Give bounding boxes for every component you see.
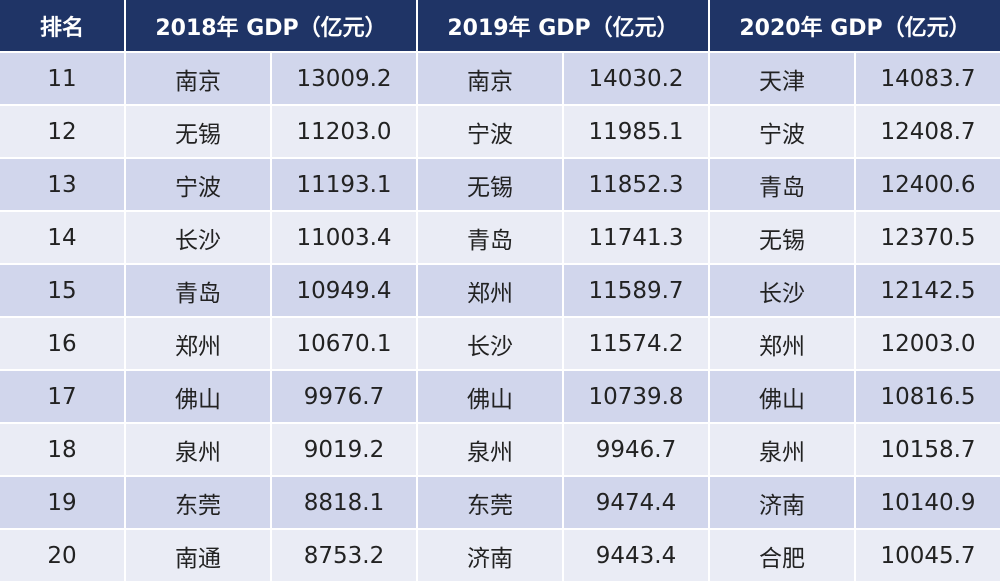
gdp-2018-cell: 13009.2 [271,52,418,106]
city-2020-cell: 郑州 [709,317,856,371]
gdp-2020-cell: 12003.0 [855,317,1000,371]
city-2018-cell: 长沙 [125,211,272,265]
header-rank: 排名 [0,0,126,53]
city-2018-cell: 青岛 [125,264,272,318]
rank-cell: 11 [0,52,126,106]
city-2018-cell: 南京 [125,52,272,106]
city-2020-cell: 天津 [709,52,856,106]
gdp-2019-cell: 11985.1 [563,105,710,159]
gdp-2020-cell: 12408.7 [855,105,1000,159]
table-row: 12 无锡 11203.0 宁波 11985.1 宁波 12408.7 [0,105,1000,159]
gdp-2020-cell: 12142.5 [855,264,1000,318]
city-2019-cell: 无锡 [417,158,564,212]
rank-cell: 15 [0,264,126,318]
table-row: 16 郑州 10670.1 长沙 11574.2 郑州 12003.0 [0,317,1000,371]
rank-cell: 17 [0,370,126,424]
city-2019-cell: 东莞 [417,476,564,530]
gdp-2019-cell: 11852.3 [563,158,710,212]
gdp-2019-cell: 9946.7 [563,423,710,477]
city-2020-cell: 无锡 [709,211,856,265]
city-2019-cell: 佛山 [417,370,564,424]
gdp-2018-cell: 9976.7 [271,370,418,424]
rank-cell: 18 [0,423,126,477]
gdp-2020-cell: 10816.5 [855,370,1000,424]
city-2019-cell: 郑州 [417,264,564,318]
gdp-2018-cell: 9019.2 [271,423,418,477]
gdp-2020-cell: 14083.7 [855,52,1000,106]
gdp-2020-cell: 10140.9 [855,476,1000,530]
table-row: 14 长沙 11003.4 青岛 11741.3 无锡 12370.5 [0,211,1000,265]
city-2018-cell: 郑州 [125,317,272,371]
gdp-2019-cell: 11589.7 [563,264,710,318]
gdp-2018-cell: 8818.1 [271,476,418,530]
city-2019-cell: 宁波 [417,105,564,159]
city-2018-cell: 佛山 [125,370,272,424]
city-2019-cell: 青岛 [417,211,564,265]
gdp-2020-cell: 10158.7 [855,423,1000,477]
table-row: 13 宁波 11193.1 无锡 11852.3 青岛 12400.6 [0,158,1000,212]
table-row: 11 南京 13009.2 南京 14030.2 天津 14083.7 [0,52,1000,106]
gdp-2020-cell: 12400.6 [855,158,1000,212]
table-row: 18 泉州 9019.2 泉州 9946.7 泉州 10158.7 [0,423,1000,477]
table-row: 20 南通 8753.2 济南 9443.4 合肥 10045.7 [0,529,1000,583]
city-2019-cell: 南京 [417,52,564,106]
city-2018-cell: 东莞 [125,476,272,530]
gdp-2019-cell: 9443.4 [563,529,710,583]
gdp-2019-cell: 14030.2 [563,52,710,106]
city-2019-cell: 泉州 [417,423,564,477]
city-2019-cell: 济南 [417,529,564,583]
rank-cell: 19 [0,476,126,530]
table-row: 19 东莞 8818.1 东莞 9474.4 济南 10140.9 [0,476,1000,530]
gdp-2018-cell: 11193.1 [271,158,418,212]
city-2018-cell: 泉州 [125,423,272,477]
gdp-2018-cell: 10949.4 [271,264,418,318]
table-row: 17 佛山 9976.7 佛山 10739.8 佛山 10816.5 [0,370,1000,424]
gdp-2018-cell: 8753.2 [271,529,418,583]
gdp-2018-cell: 10670.1 [271,317,418,371]
city-2018-cell: 宁波 [125,158,272,212]
city-2020-cell: 长沙 [709,264,856,318]
city-2020-cell: 佛山 [709,370,856,424]
city-2020-cell: 宁波 [709,105,856,159]
city-2018-cell: 南通 [125,529,272,583]
header-row: 排名 2018年 GDP（亿元） 2019年 GDP（亿元） 2020年 GDP… [0,0,1000,53]
table-body: 11 南京 13009.2 南京 14030.2 天津 14083.7 12 无锡 11203.0… [0,52,1000,583]
gdp-2019-cell: 9474.4 [563,476,710,530]
gdp-2020-cell: 12370.5 [855,211,1000,265]
rank-cell: 13 [0,158,126,212]
table-row: 15 青岛 10949.4 郑州 11589.7 长沙 12142.5 [0,264,1000,318]
city-2018-cell: 无锡 [125,105,272,159]
header-2018: 2018年 GDP（亿元） [125,0,418,53]
header-2020: 2020年 GDP（亿元） [709,0,1000,53]
city-2020-cell: 济南 [709,476,856,530]
city-2020-cell: 泉州 [709,423,856,477]
gdp-2019-cell: 11741.3 [563,211,710,265]
city-2020-cell: 青岛 [709,158,856,212]
city-2020-cell: 合肥 [709,529,856,583]
gdp-2018-cell: 11003.4 [271,211,418,265]
rank-cell: 12 [0,105,126,159]
rank-cell: 20 [0,529,126,583]
gdp-2020-cell: 10045.7 [855,529,1000,583]
rank-cell: 16 [0,317,126,371]
city-2019-cell: 长沙 [417,317,564,371]
gdp-2019-cell: 11574.2 [563,317,710,371]
rank-cell: 14 [0,211,126,265]
gdp-2019-cell: 10739.8 [563,370,710,424]
gdp-2018-cell: 11203.0 [271,105,418,159]
header-2019: 2019年 GDP（亿元） [417,0,710,53]
